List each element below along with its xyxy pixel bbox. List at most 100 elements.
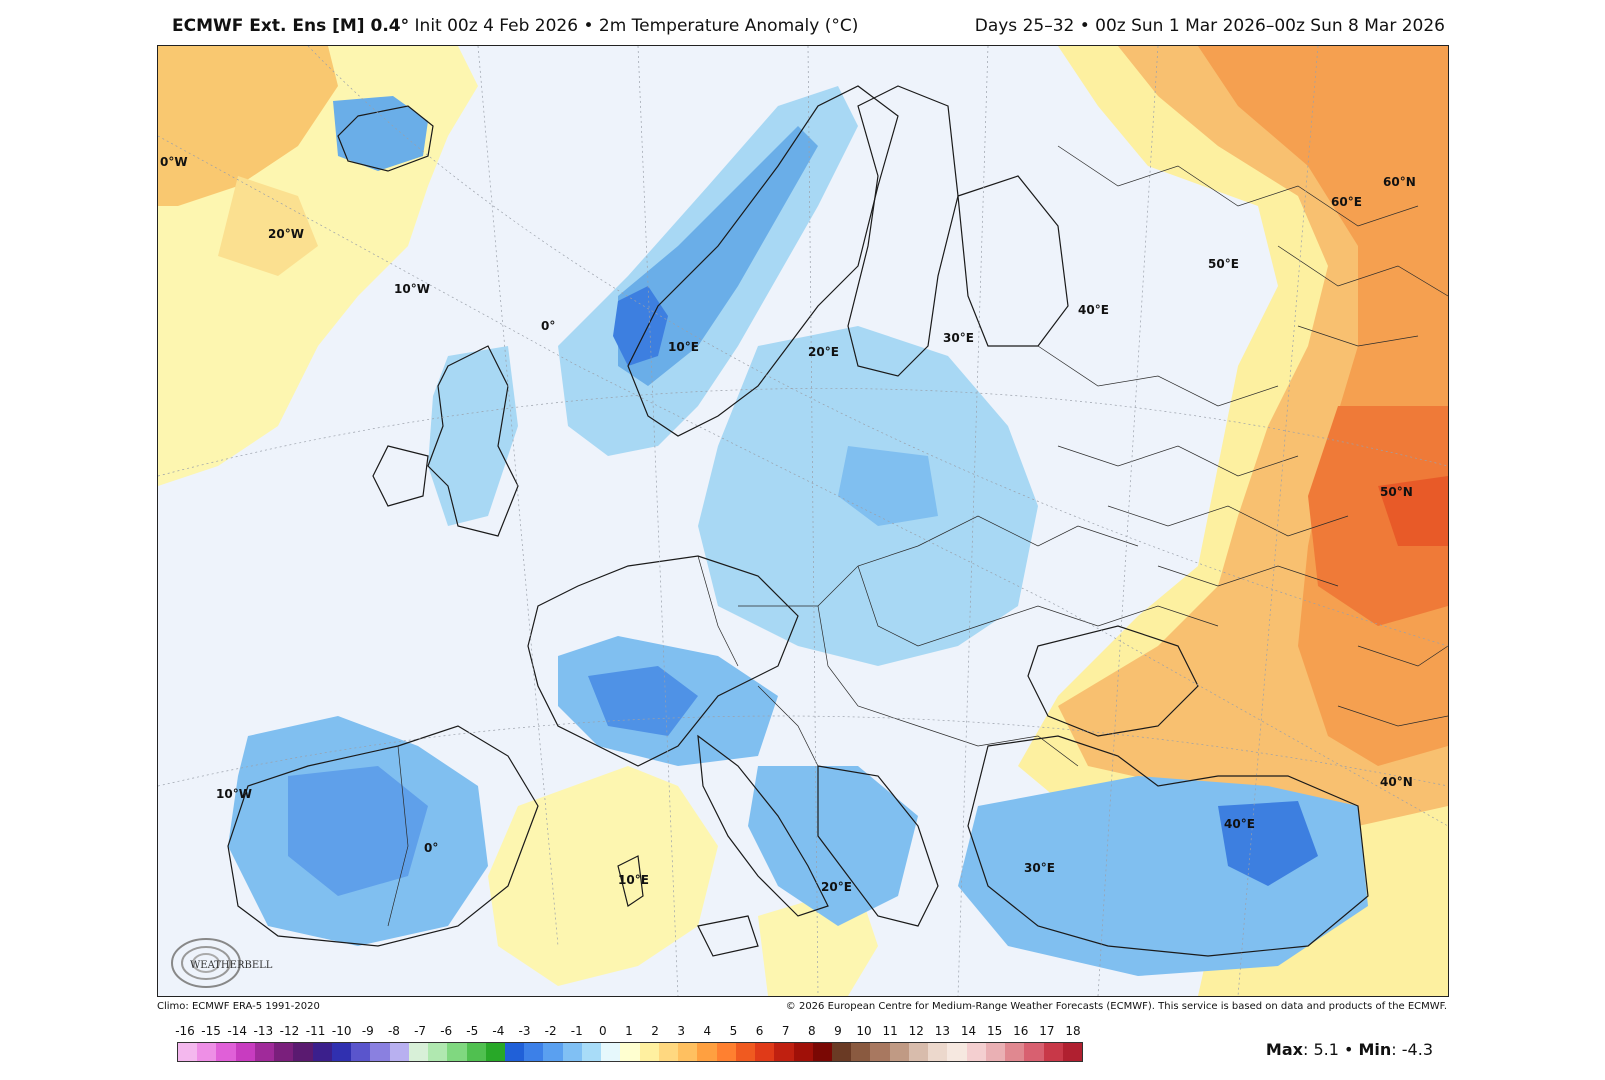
grid-label: 30°E <box>1024 861 1055 875</box>
legend-color-cell <box>293 1043 313 1061</box>
country-borders <box>387 145 1448 927</box>
legend-color-cell <box>197 1043 217 1061</box>
legend-tick-label: -7 <box>414 1024 427 1038</box>
grid-label: 40°N <box>1380 775 1413 789</box>
legend-tick-label: 17 <box>1039 1024 1055 1038</box>
legend-color-cell <box>447 1043 467 1061</box>
legend-color-cell <box>370 1043 390 1061</box>
grid-label: 60°E <box>1331 195 1362 209</box>
legend-tick-label: 9 <box>834 1024 842 1038</box>
min-value: : -4.3 <box>1391 1040 1433 1059</box>
legend-color-cell <box>928 1043 948 1061</box>
grid-label: 40°E <box>1078 303 1109 317</box>
grid-label: 0°W <box>160 155 188 169</box>
legend-tick-label: 6 <box>755 1024 764 1038</box>
map-title-model: ECMWF Ext. Ens [M] 0.4° <box>172 16 410 36</box>
cold-anomaly-alps-core <box>588 666 698 736</box>
legend-color-cell <box>351 1043 371 1061</box>
legend-color-cell <box>1024 1043 1044 1061</box>
legend-tick-label: -8 <box>387 1024 400 1038</box>
legend-color-cell <box>678 1043 698 1061</box>
grid-label: 50°E <box>1208 257 1239 271</box>
warm-anomaly-mediterranean <box>488 766 718 986</box>
legend-tick-label: -1 <box>570 1024 583 1038</box>
legend-color-cell <box>870 1043 890 1061</box>
legend-color-cell <box>254 1043 275 1061</box>
grid-label: 20°W <box>268 227 304 241</box>
legend-ticks: -16 -15 -14 -13 -12 -11 -10 -9 -8 -7 -6 -5 -4 -3 -2 -1 0… <box>175 1024 1081 1038</box>
legend-color-cell <box>889 1043 909 1061</box>
legend-color-cell <box>216 1043 236 1061</box>
legend-color-cell <box>774 1043 794 1061</box>
legend-color-cell <box>735 1043 756 1061</box>
legend-color-cell <box>601 1043 621 1061</box>
coastlines <box>227 85 1369 957</box>
grid-label: 10°E <box>618 873 649 887</box>
legend-color-cell <box>697 1043 717 1061</box>
cold-anomaly-norway <box>618 126 818 386</box>
grid-label: 20°E <box>808 345 839 359</box>
legend-color-cell <box>524 1043 544 1061</box>
legend-tick-label: -6 <box>440 1024 453 1038</box>
legend-color-cell <box>831 1043 852 1061</box>
warm-anomaly-atlantic-mid <box>218 176 318 276</box>
legend-tick-label: 0 <box>599 1024 607 1038</box>
legend-color-cell <box>1043 1043 1063 1061</box>
legend-tick-label: -11 <box>305 1024 326 1038</box>
legend-tick-label: -4 <box>492 1024 505 1038</box>
legend-color-cell <box>908 1043 929 1061</box>
legend-tick-label: -3 <box>518 1024 531 1038</box>
grid-label: 50°N <box>1380 485 1413 499</box>
legend-color-cell <box>851 1043 871 1061</box>
grid-label: 30°E <box>943 331 974 345</box>
anomaly-map: 0°W 20°W 10°W 0° 10°E 20°E 30°E 40°E 50°… <box>157 45 1449 997</box>
grid-label: 10°W <box>216 787 252 801</box>
legend-tick-label: 7 <box>781 1024 790 1038</box>
legend-tick-label: -2 <box>544 1024 557 1038</box>
legend-tick-label: -10 <box>331 1024 352 1038</box>
legend-tick-label: 1 <box>625 1024 633 1038</box>
graticule <box>158 46 1448 996</box>
weatherbell-logo: WEATHERBELL <box>171 938 273 988</box>
legend-color-cell <box>620 1043 640 1061</box>
legend-tick-label: 15 <box>987 1024 1003 1038</box>
legend-tick-label: 11 <box>882 1024 898 1038</box>
legend-color-cell <box>274 1043 294 1061</box>
grid-label: 0° <box>424 841 438 855</box>
map-title: ECMWF Ext. Ens [M] 0.4° Init 00z 4 Feb 2… <box>172 16 858 36</box>
grid-label: 10°E <box>668 340 699 354</box>
legend-color-cell <box>178 1043 198 1061</box>
warm-anomaly-atlantic-core <box>158 46 338 206</box>
legend-tick-label: 8 <box>807 1024 816 1038</box>
legend-tick-label: -15 <box>201 1024 221 1038</box>
legend-tick-label: 18 <box>1065 1024 1081 1038</box>
cold-anomaly-poland <box>838 446 938 526</box>
legend-tick-label: 12 <box>908 1024 924 1038</box>
valid-period: Days 25–32 • 00z Sun 1 Mar 2026–00z Sun … <box>974 16 1445 36</box>
legend-color-cell <box>504 1043 525 1061</box>
legend-color-cell <box>389 1043 409 1061</box>
legend-color-cell <box>1062 1043 1083 1061</box>
legend-tick-label: 4 <box>703 1024 712 1038</box>
legend-color-cell <box>716 1043 736 1061</box>
min-label: Min <box>1358 1040 1392 1059</box>
legend-color-cell <box>755 1043 775 1061</box>
warm-anomaly-east-peak <box>1378 476 1448 546</box>
copyright-note: © 2026 European Centre for Medium-Range … <box>785 1001 1447 1012</box>
cold-anomaly-turkey-core <box>1218 801 1318 886</box>
legend-tick-label: -9 <box>361 1024 374 1038</box>
max-value: : 5.1 • <box>1302 1040 1359 1059</box>
legend-color-cell <box>812 1043 832 1061</box>
legend-color-cell <box>639 1043 659 1061</box>
legend-color-cell <box>428 1043 448 1061</box>
grid-label: 0° <box>541 319 555 333</box>
legend-tick-label: -13 <box>253 1024 274 1038</box>
legend-color-cell <box>562 1043 582 1061</box>
grid-label: 40°E <box>1224 817 1255 831</box>
map-title-details: Init 00z 4 Feb 2026 • 2m Temperature Ano… <box>409 16 859 36</box>
legend-color-cell <box>985 1043 1006 1061</box>
grid-label: 60°N <box>1383 175 1416 189</box>
grid-labels: 0°W 20°W 10°W 0° 10°E 20°E 30°E 40°E 50°… <box>160 155 1416 894</box>
max-min-summary: Max: 5.1 • Min: -4.3 <box>1266 1040 1433 1059</box>
cold-anomaly-iceland <box>333 96 428 171</box>
